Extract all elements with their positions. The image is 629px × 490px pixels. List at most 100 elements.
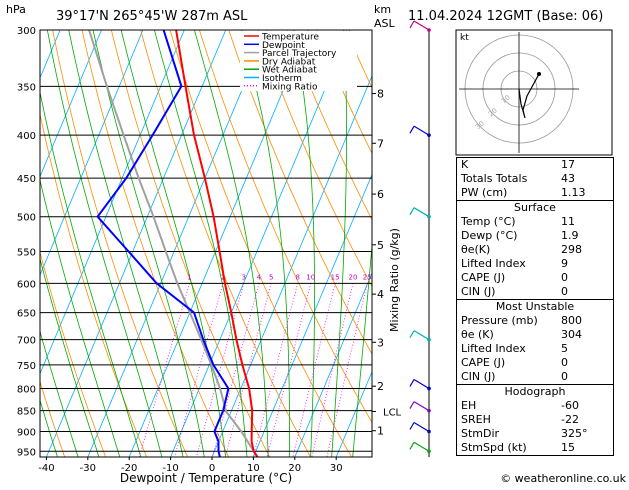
km-tick-label: 6 bbox=[377, 188, 384, 201]
km-tick-label: 7 bbox=[377, 137, 384, 150]
temp-tick-label: 30 bbox=[330, 463, 343, 474]
pressure-tick-label: 900 bbox=[17, 428, 36, 439]
mixing-ratio-line bbox=[212, 283, 260, 457]
mixing-ratio-label: 25 bbox=[363, 273, 372, 281]
index-value: 17 bbox=[561, 158, 575, 171]
pressure-tick-label: 800 bbox=[17, 385, 36, 396]
hodograph-title: Hodograph bbox=[504, 385, 566, 398]
index-row-totals: Totals Totals 43 bbox=[457, 172, 613, 186]
wind-barb-flag bbox=[409, 441, 415, 450]
dry-adiabat-line bbox=[257, 30, 372, 288]
pressure-tick-label: 550 bbox=[17, 248, 36, 259]
wind-barbs bbox=[409, 20, 431, 457]
mu-row: CAPE (J) 0 bbox=[457, 356, 613, 370]
index-value: 800 bbox=[561, 314, 582, 327]
legend-entry: Parcel Trajectory bbox=[262, 49, 337, 59]
mixing-ratio-line bbox=[174, 283, 224, 457]
hpa-label: hPa bbox=[6, 3, 26, 16]
wet-adiabat-line bbox=[40, 178, 121, 457]
index-value: 11 bbox=[561, 215, 575, 228]
isotherm-line bbox=[170, 30, 351, 457]
surface-row: θe(K) 298 bbox=[457, 243, 613, 257]
index-label: K bbox=[461, 158, 469, 171]
index-label: StmDir bbox=[461, 427, 500, 440]
index-row-pw: PW (cm) 1.13 bbox=[457, 186, 613, 200]
temp-tick-label: -10 bbox=[162, 463, 178, 474]
wet-adiabat-line bbox=[331, 30, 348, 457]
hodograph-section: Hodograph EH -60 SREH -22 StmDir 325° StmSp… bbox=[457, 384, 613, 455]
index-label: Totals Totals bbox=[461, 172, 528, 185]
mixing-ratio-label: 3 bbox=[242, 273, 246, 281]
isotherm-line bbox=[335, 370, 372, 457]
dry-adiabat-line bbox=[316, 30, 372, 155]
plot-frame bbox=[39, 29, 373, 458]
index-label: θe (K) bbox=[461, 328, 494, 341]
index-value: 304 bbox=[561, 328, 582, 341]
temp-tick-label: -30 bbox=[80, 463, 96, 474]
wind-barb-dot bbox=[427, 408, 431, 413]
km-tick-label: 1 bbox=[377, 425, 384, 438]
legend-entry: Mixing Ratio bbox=[262, 82, 318, 92]
isotherm-line bbox=[87, 30, 268, 457]
copyright: © weatheronline.co.uk bbox=[500, 472, 626, 485]
index-label: Pressure (mb) bbox=[461, 314, 538, 327]
wind-barb-dot bbox=[427, 133, 431, 137]
index-label: θe(K) bbox=[461, 243, 491, 256]
index-value: -22 bbox=[561, 413, 579, 426]
mixing-ratio-label: 4 bbox=[257, 273, 262, 281]
index-value: 0 bbox=[561, 370, 568, 383]
mixing-ratio-line bbox=[252, 283, 299, 457]
index-label: StmSpd (kt) bbox=[461, 441, 527, 454]
index-label: Dewp (°C) bbox=[461, 229, 518, 242]
pressure-tick-label: 850 bbox=[17, 407, 36, 418]
hodo-row: SREH -22 bbox=[457, 413, 613, 427]
km-label: km bbox=[374, 3, 391, 16]
index-row-k: K 17 bbox=[457, 158, 613, 172]
indices-block1: K 17 Totals Totals 43 PW (cm) 1.13 bbox=[457, 158, 613, 200]
hodo-row: EH -60 bbox=[457, 399, 613, 413]
wind-barb bbox=[413, 330, 430, 341]
mu-row: Pressure (mb) 800 bbox=[457, 314, 613, 328]
temp-tick-label: -20 bbox=[121, 463, 137, 474]
hodograph-frame bbox=[455, 29, 613, 156]
dry-adiabat-line bbox=[169, 30, 352, 457]
hodograph-unit: kt bbox=[460, 33, 469, 43]
wind-barb bbox=[413, 20, 430, 31]
mixing-ratio-line bbox=[196, 283, 245, 457]
isotherm-line bbox=[253, 173, 372, 457]
mixing-ratio-line bbox=[292, 283, 336, 457]
dry-adiabat-line bbox=[111, 30, 270, 457]
temp-tick-label: 10 bbox=[247, 463, 260, 474]
index-value: 1.9 bbox=[561, 229, 579, 242]
wind-barb-flag bbox=[409, 422, 415, 430]
index-label: PW (cm) bbox=[461, 186, 508, 199]
wind-barb bbox=[413, 378, 430, 389]
isotherm-line bbox=[0, 30, 19, 457]
index-label: EH bbox=[461, 399, 477, 412]
index-label: CAPE (J) bbox=[461, 356, 506, 369]
wind-barb bbox=[413, 441, 430, 452]
legend-entry: Dewpoint bbox=[262, 41, 305, 51]
wet-adiabat-line bbox=[40, 330, 79, 457]
dry-adiabat-line bbox=[40, 112, 147, 457]
wind-barb-dot bbox=[427, 386, 431, 391]
mixing-ratio-label: 8 bbox=[295, 273, 299, 281]
index-value: 9 bbox=[561, 257, 568, 270]
indices-table: K 17 Totals Totals 43 PW (cm) 1.13 Surface … bbox=[456, 157, 614, 456]
wind-barb-dot bbox=[427, 214, 431, 219]
isotherm-line bbox=[40, 30, 185, 375]
mu-row: CIN (J) 0 bbox=[457, 370, 613, 384]
index-value: -60 bbox=[561, 399, 579, 412]
pressure-tick-label: 300 bbox=[17, 26, 36, 37]
index-value: 0 bbox=[561, 271, 568, 284]
index-label: CIN (J) bbox=[461, 285, 496, 298]
dry-adiabat-line bbox=[81, 30, 229, 457]
most-unstable-title: Most Unstable bbox=[495, 300, 575, 313]
wind-barb-dot bbox=[427, 429, 431, 434]
pressure-tick-label: 400 bbox=[17, 131, 36, 142]
temperature-line bbox=[175, 30, 259, 457]
index-value: 1.13 bbox=[561, 186, 586, 199]
index-value: 0 bbox=[561, 356, 568, 369]
